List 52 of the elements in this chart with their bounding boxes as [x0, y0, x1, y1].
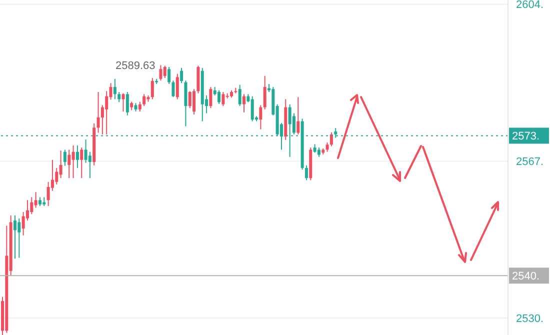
candlestick: [330, 132, 333, 147]
candlestick: [122, 92, 125, 112]
candlestick: [80, 147, 84, 179]
candlestick: [188, 90, 192, 109]
candlestick: [18, 218, 21, 258]
y-tick-label: 2567.: [516, 156, 544, 168]
y-tick-label: 2530.: [516, 312, 544, 325]
candlestick: [317, 147, 320, 158]
candlestick: [250, 96, 254, 122]
candlestick: [34, 192, 38, 208]
candlestick: [13, 214, 16, 260]
candlestick: [88, 151, 92, 179]
candlestick: [68, 149, 71, 179]
candlestick: [259, 104, 262, 130]
candlestick: [118, 92, 121, 103]
candlestick: [192, 88, 196, 115]
candlestick: [59, 150, 62, 179]
candlestick: [63, 149, 66, 166]
annotation: 2589.63: [116, 60, 156, 72]
candlestick: [222, 92, 225, 107]
candlestick: [238, 84, 242, 107]
candlestick: [22, 212, 25, 236]
candlestick: [30, 196, 34, 215]
candlestick: [142, 94, 146, 107]
candlestick: [138, 101, 142, 112]
candlestick: [84, 139, 88, 164]
candlestick: [150, 78, 154, 100]
candlestick: [105, 90, 108, 135]
candlestick: [113, 78, 116, 100]
candlestick: [180, 67, 184, 84]
candlestick: [159, 64, 162, 82]
candlestick: [304, 164, 308, 181]
candlestick: [326, 142, 329, 152]
candlestick: [263, 75, 266, 110]
candlestick: [184, 80, 188, 127]
candlestick: [55, 167, 58, 185]
candlestick: [176, 73, 179, 100]
ref-line-label: 2540.: [512, 270, 540, 283]
candlestick: [209, 86, 212, 109]
candlestick: [296, 96, 300, 135]
y-tick-label: 2604.: [516, 0, 544, 12]
candlestick: [76, 144, 79, 168]
candlestick: [126, 92, 129, 116]
candlestick: [218, 90, 221, 104]
candlestick: [96, 92, 100, 134]
candlestick: [72, 144, 75, 179]
candlestick: [172, 80, 175, 98]
ref-line-label: 2573.: [512, 130, 540, 143]
candlestick: [168, 66, 171, 84]
candlestick: [46, 181, 50, 207]
candlestick: [163, 65, 166, 79]
candlestick: [242, 94, 246, 113]
